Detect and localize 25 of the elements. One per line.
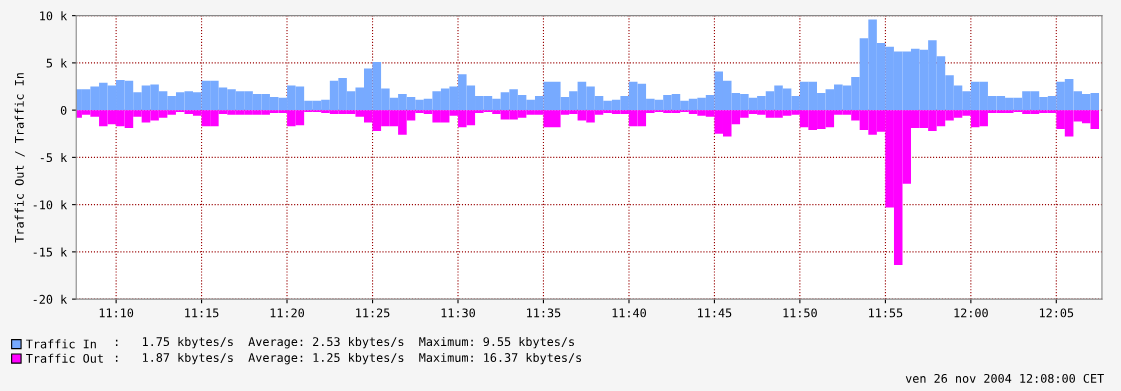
text: : 1.75 kbytes/s Average: 2.53 kbytes/s Maximum: 9.55 kbytes/s [115,336,574,349]
text: : 1.87 kbytes/s Average: 1.25 kbytes/s Maximum: 16.37 kbytes/s [115,352,582,365]
y-tick-label: 0 [60,105,67,115]
y-tick-label: -10 k [33,200,68,210]
y-tick-label: 5 k [46,58,68,68]
x-tick-label: 12:00 [954,308,988,318]
y-tick-label: -15 k [33,247,68,257]
legend-label: Traffic Out [26,353,103,363]
x-tick-label: 11:50 [783,308,817,318]
text: ven 26 nov 2004 12:08:00 CET [905,373,1104,383]
x-tick-label: 11:20 [270,308,305,318]
x-tick-label: 11:10 [99,308,134,318]
x-tick-label: 11:40 [612,308,646,318]
x-tick-label: 11:30 [441,308,475,318]
x-tick-label: 11:55 [869,308,903,318]
x-tick-label: 11:25 [356,308,390,318]
x-tick-label: 11:45 [698,308,732,318]
x-tick-label: 11:35 [527,308,561,318]
y-tick-label: -5 k [40,152,68,163]
x-tick-label: 11:15 [185,308,219,318]
legend-label: Traffic In [26,339,96,349]
y-tick-label: -20 k [33,294,68,304]
y-tick-label: 10 k [40,11,68,21]
y-axis-title: Traffic Out / Traffic In [14,73,25,243]
x-tick-label: 12:05 [1039,308,1074,318]
